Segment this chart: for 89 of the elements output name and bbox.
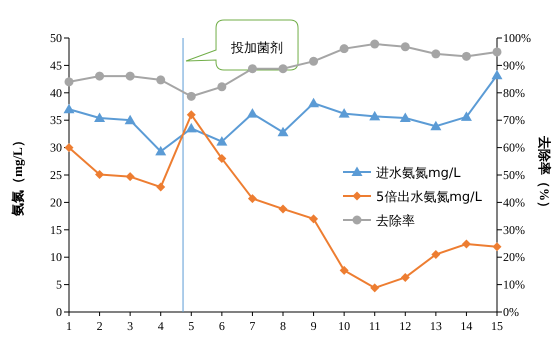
point bbox=[217, 82, 226, 92]
point bbox=[95, 72, 104, 81]
point bbox=[278, 64, 288, 74]
point bbox=[126, 72, 135, 81]
point bbox=[308, 98, 320, 108]
point bbox=[156, 75, 166, 84]
y2-tick-label: 60% bbox=[503, 140, 525, 155]
callout: 投加菌剂 bbox=[186, 20, 299, 70]
legend-label: 去除率 bbox=[376, 213, 415, 229]
y2-tick-label: 0% bbox=[503, 305, 519, 319]
point bbox=[124, 114, 136, 124]
x-tick-label: 2 bbox=[96, 319, 103, 333]
point bbox=[248, 194, 257, 204]
point bbox=[492, 70, 502, 80]
point bbox=[64, 143, 74, 152]
point bbox=[492, 242, 502, 252]
point bbox=[492, 47, 502, 56]
y-tick-label: 10 bbox=[50, 250, 62, 264]
point bbox=[462, 240, 471, 249]
point bbox=[186, 122, 197, 132]
y-tick-label: 25 bbox=[50, 168, 62, 182]
point bbox=[431, 250, 440, 259]
point bbox=[94, 112, 106, 122]
point bbox=[278, 204, 288, 214]
x-tick-label: 11 bbox=[368, 319, 380, 333]
point bbox=[462, 52, 471, 61]
point bbox=[246, 108, 258, 118]
y-tick-label: 5 bbox=[56, 278, 62, 292]
point bbox=[400, 272, 410, 282]
y-tick-label: 0 bbox=[56, 305, 62, 319]
y2-axis-title: 去除率（%） bbox=[537, 135, 552, 214]
point bbox=[95, 170, 104, 179]
y-axis-title: 氨氮（mg/L） bbox=[10, 134, 25, 217]
y-tick-label: 20 bbox=[50, 195, 62, 210]
x-tick-label: 14 bbox=[460, 319, 472, 333]
y-tick-label: 45 bbox=[50, 58, 62, 72]
y2-tick-label: 10% bbox=[503, 278, 525, 292]
y-tick-label: 40 bbox=[50, 86, 62, 100]
x-tick-label: 15 bbox=[491, 319, 503, 333]
point bbox=[309, 56, 318, 66]
x-tick-label: 3 bbox=[127, 319, 134, 333]
y-tick-label: 50 bbox=[50, 31, 62, 45]
x-tick-label: 6 bbox=[218, 319, 225, 333]
legend-label: 5倍出水氨氮mg/L bbox=[376, 190, 483, 205]
point bbox=[340, 44, 349, 54]
point bbox=[309, 214, 318, 224]
point bbox=[338, 108, 350, 118]
y2-tick-label: 90% bbox=[503, 58, 525, 72]
legend-label: 进水氨氮mg/L bbox=[376, 166, 462, 181]
y2-tick-label: 40% bbox=[503, 195, 525, 210]
x-tick-label: 4 bbox=[158, 319, 164, 333]
point bbox=[369, 110, 380, 120]
point bbox=[460, 111, 472, 121]
point bbox=[64, 77, 74, 86]
point bbox=[400, 42, 410, 52]
y-tick-label: 30 bbox=[50, 140, 62, 155]
point bbox=[126, 172, 135, 182]
y-tick-label: 15 bbox=[50, 222, 62, 237]
x-tick-label: 5 bbox=[188, 319, 194, 333]
y2-tick-label: 70% bbox=[503, 113, 525, 128]
y2-tick-label: 30% bbox=[503, 222, 525, 237]
point bbox=[370, 283, 380, 292]
x-tick-label: 10 bbox=[338, 319, 350, 333]
point bbox=[430, 120, 442, 130]
y2-tick-label: 50% bbox=[503, 168, 525, 182]
point bbox=[248, 64, 257, 74]
x-tick-label: 12 bbox=[399, 319, 412, 333]
annotation: 投加菌剂 bbox=[230, 40, 284, 56]
y2-tick-label: 80% bbox=[503, 86, 525, 100]
point bbox=[186, 92, 196, 101]
point bbox=[340, 266, 349, 275]
x-tick-label: 1 bbox=[66, 319, 72, 333]
point bbox=[155, 146, 166, 156]
point bbox=[278, 126, 288, 136]
point bbox=[186, 110, 196, 120]
x-tick-label: 13 bbox=[430, 319, 442, 333]
y2-tick-label: 100% bbox=[503, 31, 531, 45]
point bbox=[370, 40, 380, 49]
x-tick-label: 8 bbox=[280, 319, 286, 333]
point bbox=[156, 182, 166, 192]
y-tick-label: 35 bbox=[50, 113, 62, 128]
x-tick-label: 7 bbox=[249, 319, 256, 333]
point bbox=[400, 112, 411, 122]
x-tick-label: 9 bbox=[310, 319, 317, 333]
point bbox=[64, 104, 74, 114]
y2-tick-label: 20% bbox=[503, 250, 525, 264]
point bbox=[217, 154, 226, 164]
point bbox=[216, 136, 228, 146]
point bbox=[431, 49, 440, 58]
